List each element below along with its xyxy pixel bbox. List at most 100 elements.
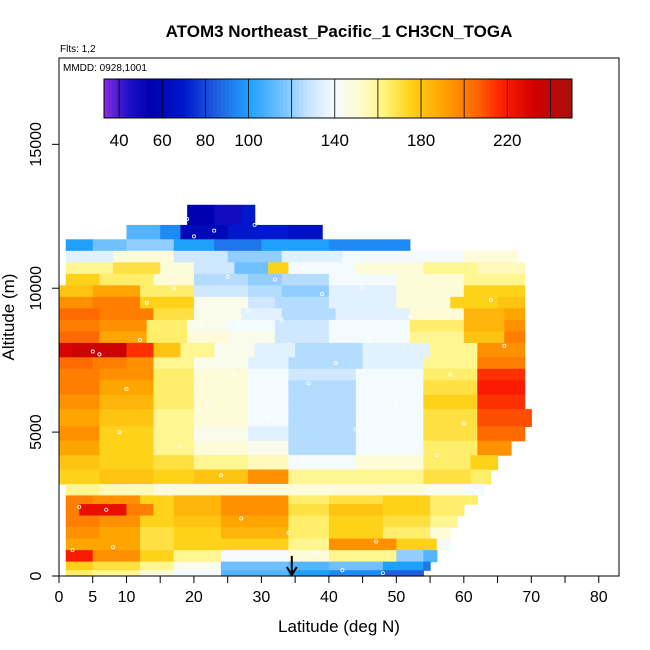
heatmap-cell: [153, 308, 195, 321]
heatmap-cell: [247, 368, 289, 381]
heatmap-cell: [173, 504, 222, 517]
colorbar-swatch: [193, 79, 199, 118]
heatmap-cell: [193, 262, 236, 275]
colorbar-swatch: [295, 79, 300, 118]
heatmap-cell: [220, 504, 289, 517]
heatmap-cell: [72, 342, 128, 358]
colorbar-swatch: [369, 79, 374, 118]
heatmap-cell: [153, 273, 195, 286]
heatmap-cell: [59, 308, 101, 321]
heatmap-cell: [355, 380, 424, 396]
heatmap-cell: [477, 409, 532, 427]
heatmap-cell: [220, 495, 289, 505]
colorbar-swatch: [517, 79, 522, 118]
heatmap-cell: [99, 368, 155, 381]
sample-point: [333, 361, 338, 366]
heatmap-cell: [92, 239, 128, 252]
heatmap-cell: [328, 285, 397, 298]
heatmap-cell: [79, 504, 128, 517]
heatmap-cell: [92, 561, 141, 571]
heatmap-cell: [288, 495, 330, 505]
heatmap-cell: [355, 368, 424, 381]
heatmap-cell: [423, 380, 478, 396]
colorbar-frame: [103, 78, 573, 119]
colorbar-swatch: [178, 79, 183, 118]
heatmap-cell: [288, 394, 357, 410]
heatmap-cell: [463, 285, 526, 298]
heatmap-cell: [423, 394, 478, 410]
colorbar-swatch: [209, 79, 214, 118]
heatmap-cell: [382, 504, 431, 517]
colorbar-swatch: [306, 79, 312, 118]
heatmap-cell: [92, 357, 128, 370]
sample-point: [77, 504, 82, 509]
sample-point: [212, 228, 217, 233]
heatmap-cell: [288, 570, 330, 577]
x-tick-label: 60: [455, 589, 473, 606]
heatmap-cell: [153, 483, 195, 497]
sample-point: [394, 401, 399, 406]
heatmap-cell: [288, 483, 357, 497]
heatmap-cell: [59, 409, 101, 427]
sample-point: [185, 217, 190, 222]
heatmap-cell: [146, 331, 188, 344]
colorbar-swatch: [330, 79, 335, 118]
y-tick-label: 15000: [28, 122, 45, 167]
sample-point: [137, 338, 142, 343]
heatmap-cell: [288, 409, 357, 427]
colorbar-swatch: [505, 79, 511, 118]
heatmap-cell: [92, 495, 141, 505]
heatmap-cell: [99, 527, 141, 540]
heatmap-cell: [355, 426, 424, 442]
heatmap-cell: [355, 409, 424, 427]
colorbar-swatch: [540, 79, 546, 118]
heatmap-cell: [362, 357, 424, 370]
colorbar: [103, 78, 573, 119]
colorbar-swatch: [185, 79, 191, 118]
heatmap-cell: [59, 285, 94, 298]
heatmap-cell: [477, 357, 526, 370]
chart-title: ATOM3 Northeast_Pacific_1 CH3CN_TOGA: [166, 22, 513, 41]
sample-point: [272, 277, 277, 282]
heatmap-cell: [153, 380, 195, 396]
heatmap-cell: [65, 504, 80, 517]
colorbar-swatch: [205, 79, 210, 118]
sample-point: [340, 568, 345, 573]
heatmap-cell: [220, 515, 289, 528]
heatmap-cell: [247, 455, 289, 471]
heatmap-cell: [193, 394, 249, 410]
colorbar-swatch: [412, 79, 417, 118]
heatmap-cell: [328, 561, 384, 571]
x-tick-label: 70: [522, 589, 540, 606]
heatmap-cell: [65, 538, 101, 551]
heatmap-cell: [328, 273, 397, 286]
heatmap-cell: [180, 224, 229, 240]
heatmap-cell: [504, 331, 526, 344]
colorbar-swatch: [256, 79, 261, 118]
heatmap-cell: [477, 342, 526, 358]
colorbar-swatch: [560, 79, 565, 118]
colorbar-swatch: [501, 79, 507, 118]
colorbar-swatch: [135, 79, 140, 118]
heatmap-cell: [463, 319, 505, 332]
heatmap-cell: [139, 561, 175, 571]
heatmap-cell: [227, 331, 276, 344]
colorbar-swatch: [435, 79, 440, 118]
heatmap-cell: [477, 380, 526, 396]
sample-point: [198, 320, 203, 325]
heatmap-cell: [409, 331, 465, 344]
sample-point: [90, 349, 95, 354]
colorbar-swatch: [533, 79, 538, 118]
heatmap-cell: [261, 239, 330, 252]
heatmap-cell: [65, 239, 94, 252]
colorbar-swatch: [513, 79, 518, 118]
heatmap-cell: [126, 357, 155, 370]
heatmap-cell: [288, 469, 357, 485]
heatmap-cell: [328, 296, 397, 309]
sample-point: [252, 222, 257, 227]
heatmap-cell: [423, 357, 478, 370]
heatmap-cell: [59, 342, 74, 358]
x-tick-label: 0: [55, 589, 64, 606]
colorbar-swatch: [287, 79, 292, 118]
sample-point: [475, 490, 480, 495]
